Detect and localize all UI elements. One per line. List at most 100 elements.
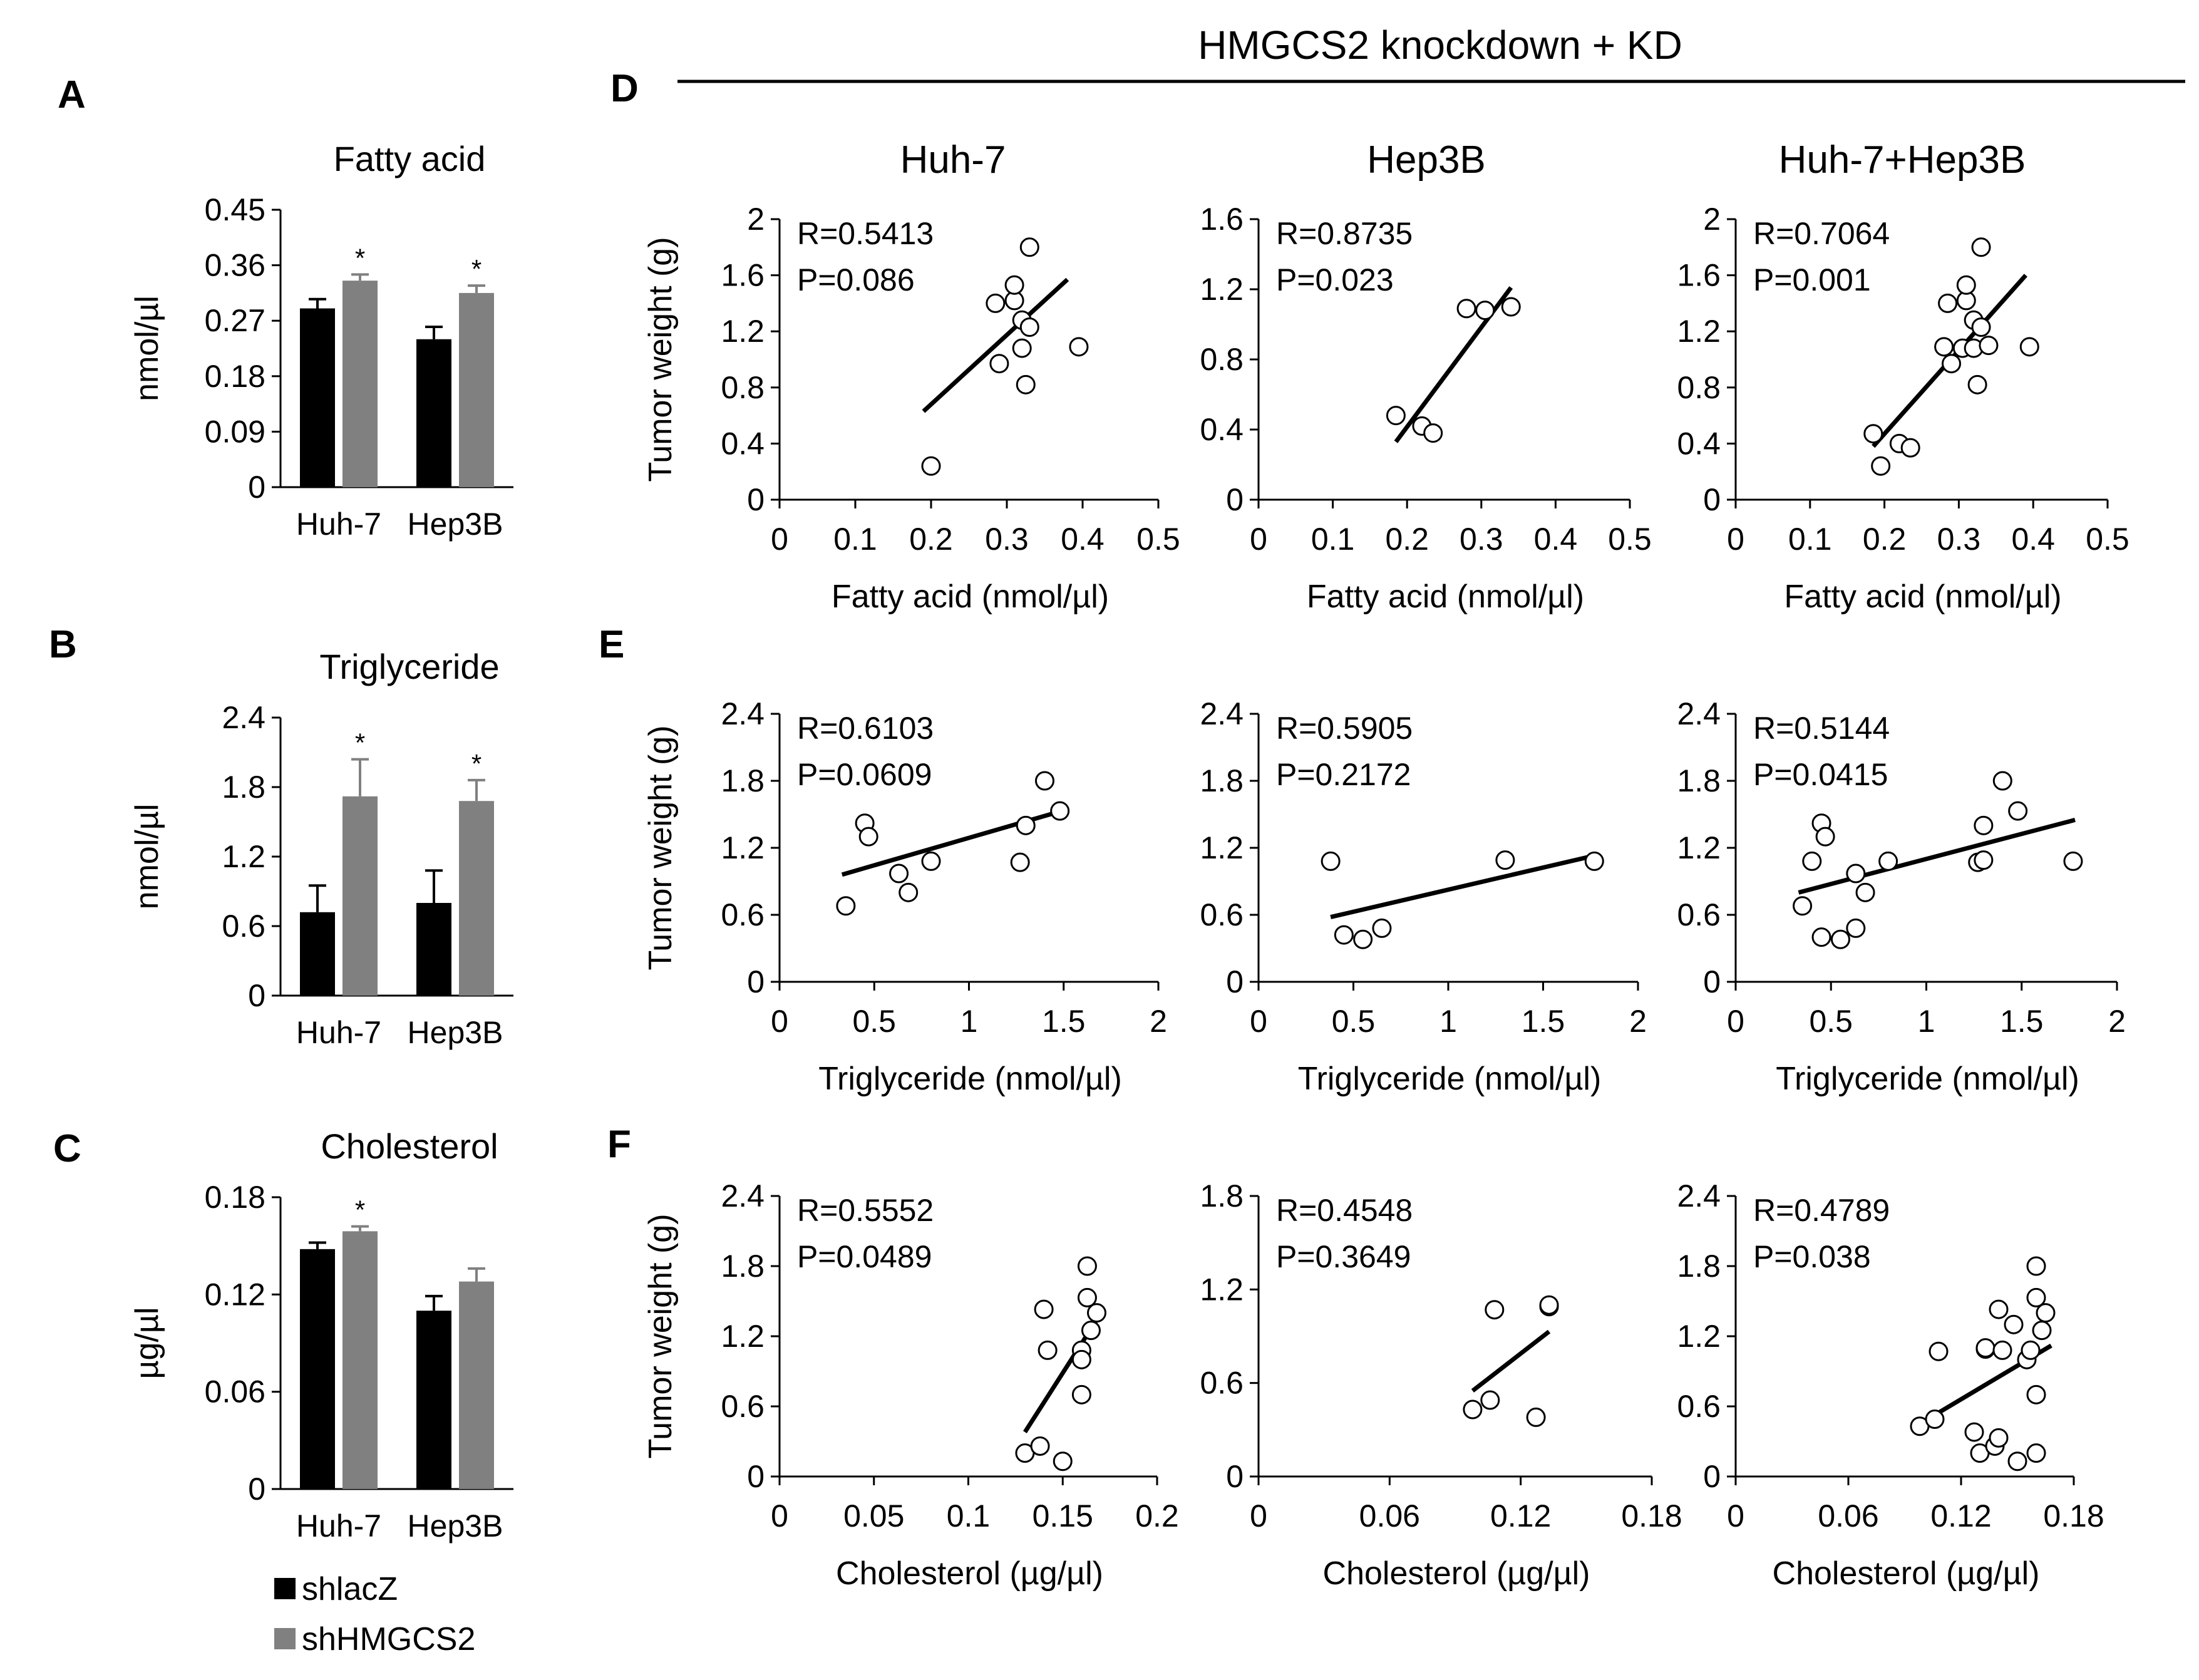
- x-tick-label: 0: [771, 522, 788, 557]
- scatter-point: [1372, 918, 1392, 938]
- chart-title: Cholesterol: [321, 1126, 498, 1166]
- x-tick-label: 1: [960, 1004, 978, 1039]
- correlation-p: P=0.0609: [797, 757, 932, 792]
- y-tick-label: 0.6: [222, 909, 265, 944]
- y-tick-label: 0.8: [1677, 370, 1721, 405]
- bar-shlacz: [300, 912, 335, 996]
- legend-label-shhmgcs2: shHMGCS2: [302, 1621, 475, 1657]
- x-tick-label: 0.1: [1788, 522, 1832, 557]
- x-tick-label: 0.5: [1136, 522, 1180, 557]
- scatter-point: [858, 827, 878, 847]
- column-title-hep3b: Hep3B: [1367, 138, 1486, 182]
- scatter-point: [1584, 851, 1604, 871]
- scatter-point: [1334, 925, 1354, 945]
- y-tick-label: 0.4: [721, 426, 765, 461]
- scatter-point: [1386, 406, 1406, 426]
- x-tick-label: 0.5: [1332, 1004, 1376, 1039]
- y-tick-label: 1.8: [1677, 1249, 1721, 1284]
- x-tick-label: 0.4: [1534, 522, 1578, 557]
- scatter-point: [1925, 1409, 1945, 1430]
- scatter-point: [1423, 423, 1443, 443]
- y-tick-label: 0.45: [205, 192, 265, 227]
- bar-shlacz: [416, 1311, 451, 1489]
- x-tick-label: 1.5: [1522, 1004, 1565, 1039]
- y-tick-label: 1.8: [1200, 763, 1244, 798]
- column-title-combined: Huh-7+Hep3B: [1779, 138, 2026, 182]
- scatter-point: [1855, 882, 1875, 902]
- x-axis-label: Triglyceride (nmol/µl): [1776, 1061, 2079, 1097]
- y-tick-label: 0: [1703, 1459, 1721, 1494]
- x-tick-label: 0: [771, 1498, 788, 1533]
- y-tick-label: 1.2: [721, 1319, 765, 1354]
- x-tick-label: 0.15: [1033, 1498, 1093, 1533]
- scatter-point: [1077, 1256, 1097, 1276]
- y-tick-label: 0: [1226, 964, 1244, 999]
- scatter-point: [1463, 1399, 1483, 1420]
- y-tick-label: 0.4: [1200, 412, 1244, 447]
- y-tick-label: 1.2: [1200, 272, 1244, 307]
- y-axis-label: µg/µl: [129, 1307, 165, 1379]
- y-tick-label: 0: [747, 1459, 765, 1494]
- y-tick-label: 2.4: [222, 700, 265, 735]
- legend-swatch-shlacz: [274, 1578, 296, 1599]
- y-tick-label: 0: [248, 978, 265, 1013]
- scatter-point: [1071, 1384, 1091, 1404]
- y-tick-label: 0.6: [1677, 897, 1721, 932]
- y-tick-label: 1.2: [721, 830, 765, 865]
- bar-shlacz: [416, 903, 451, 996]
- significance-marker: *: [471, 749, 482, 778]
- y-tick-label: 1.2: [1200, 1272, 1244, 1307]
- y-tick-label: 1.2: [1677, 314, 1721, 349]
- y-tick-label: 0.8: [721, 370, 765, 405]
- x-tick-label: 0.3: [1937, 522, 1981, 557]
- scatter-point: [1863, 424, 1883, 444]
- figure-header: HMGCS2 knockdown + KD: [1198, 23, 1682, 68]
- scatter-point: [2019, 337, 2039, 357]
- scatter-point: [1053, 1451, 1073, 1471]
- y-tick-label: 0.18: [205, 359, 265, 394]
- scatter-point: [2026, 1256, 2046, 1276]
- y-tick-label: 0.06: [205, 1374, 265, 1409]
- scatter-point: [1989, 1428, 2009, 1448]
- y-tick-label: 1.8: [1677, 763, 1721, 798]
- x-tick-label: 0.2: [1385, 522, 1429, 557]
- chart-d1: 0 0.4 0.8 1.2 1.6 2 0 0.1 0.2 0.3 0.4 0.5 Fatty acid…: [642, 202, 1180, 615]
- y-tick-label: 0: [1703, 482, 1721, 517]
- x-tick-label: 0: [771, 1004, 788, 1039]
- chart-d2: 0 0.4 0.8 1.2 1.6 0 0.1 0.2 0.3 0.4 0.5 Fatty acid …: [1200, 202, 1651, 615]
- scatter-point: [1938, 293, 1958, 313]
- y-tick-label: 0.09: [205, 414, 265, 449]
- correlation-r: R=0.7064: [1753, 216, 1890, 251]
- x-tick-label: 2: [1629, 1004, 1647, 1039]
- significance-marker: *: [355, 243, 365, 272]
- scatter-point: [2008, 801, 2028, 821]
- y-tick-label: 1.2: [222, 839, 265, 874]
- y-tick-label: 0.12: [205, 1277, 265, 1312]
- trend-line: [1471, 1329, 1551, 1393]
- x-axis-label: Triglyceride (nmol/µl): [818, 1061, 1122, 1097]
- x-tick-label: 0.4: [2011, 522, 2055, 557]
- y-tick-label: 1.6: [721, 258, 765, 293]
- y-tick-label: 1.6: [1200, 202, 1244, 237]
- x-tick-label: 1: [1918, 1004, 1935, 1039]
- trend-line: [922, 277, 1069, 413]
- correlation-r: R=0.5144: [1753, 711, 1890, 746]
- x-tick-label: 0.1: [833, 522, 877, 557]
- x-tick-label: 0: [1727, 1004, 1744, 1039]
- scatter-point: [1974, 815, 1994, 835]
- scatter-point: [1077, 1287, 1097, 1307]
- legend: shlacZ shHMGCS2: [274, 1571, 475, 1657]
- y-tick-label: 0: [1226, 482, 1244, 517]
- x-tick-label: 0: [1727, 522, 1744, 557]
- scatter-point: [1989, 1299, 2009, 1319]
- scatter-point: [836, 896, 856, 916]
- scatter-point: [1035, 771, 1054, 791]
- bar-shlacz: [416, 339, 451, 487]
- x-category-label: Hep3B: [408, 1015, 503, 1050]
- y-axis-label: Tumor weight (g): [642, 237, 679, 482]
- y-tick-label: 2.4: [1677, 1178, 1721, 1214]
- scatter-point: [921, 851, 941, 871]
- scatter-point: [2004, 1314, 2024, 1334]
- x-category-label: Hep3B: [408, 507, 503, 542]
